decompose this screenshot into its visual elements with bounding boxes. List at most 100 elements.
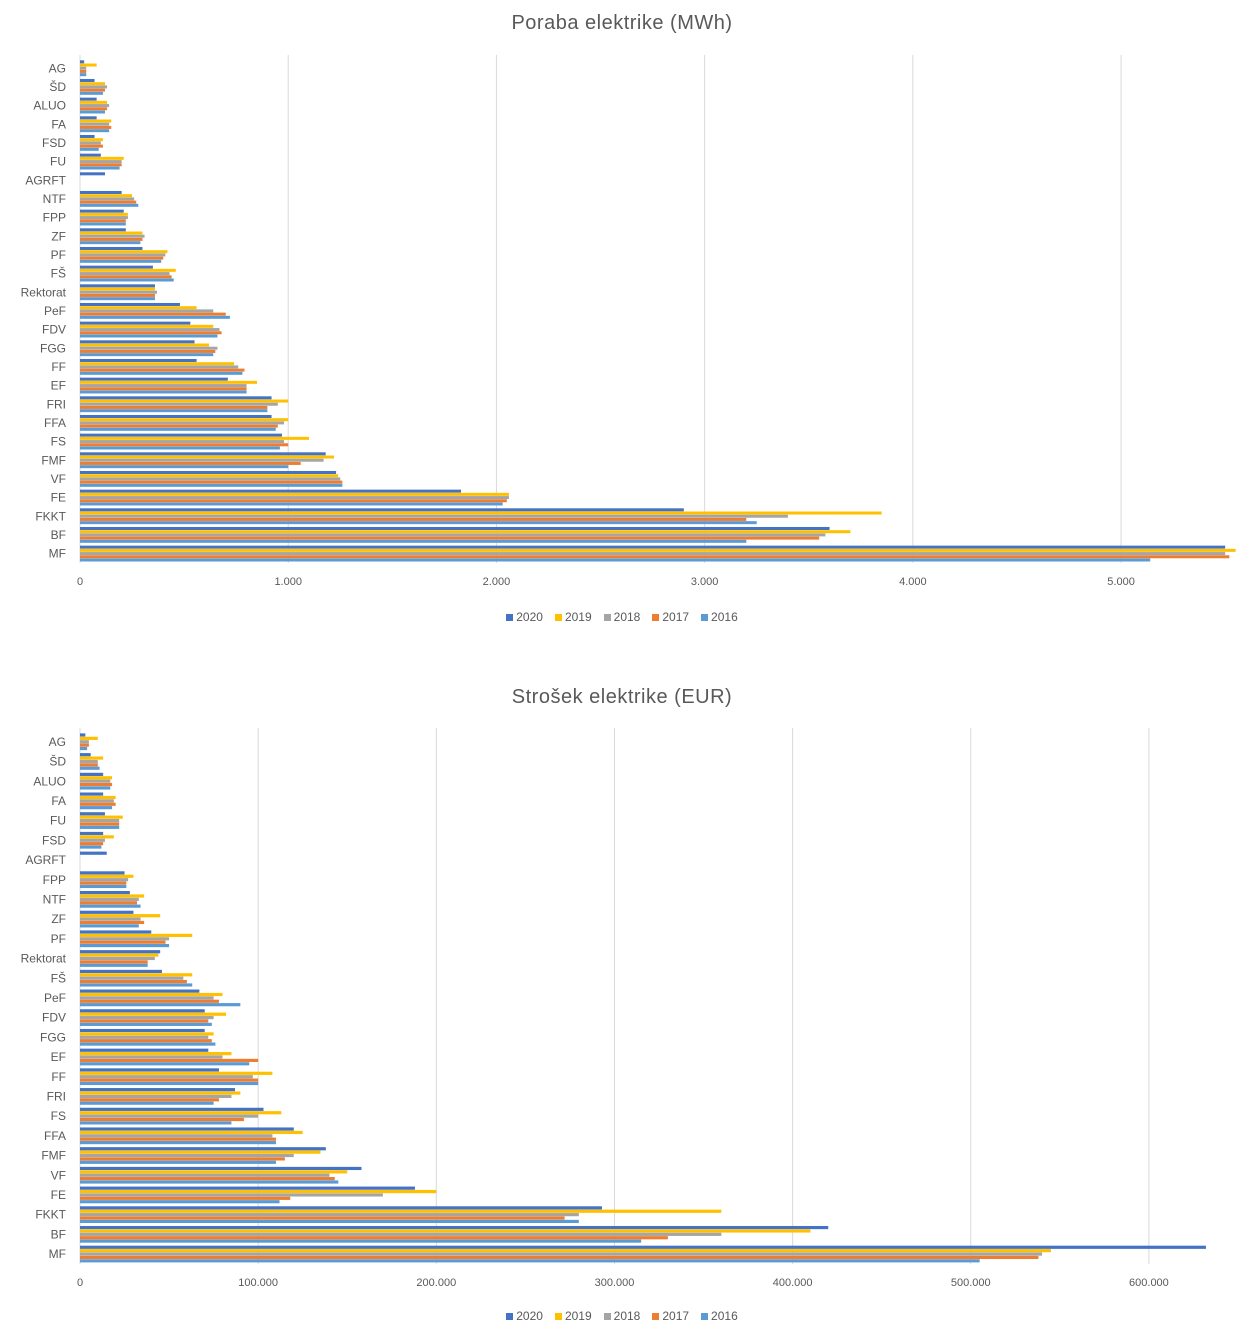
bar-2018: [80, 1173, 330, 1177]
bar-2020: [80, 891, 130, 895]
category-label: PeF: [44, 304, 66, 318]
bar-2018: [80, 759, 98, 764]
category-label: BF: [51, 528, 66, 542]
bar-2018: [80, 402, 278, 406]
bar-2019: [80, 530, 851, 534]
bar-2019: [80, 1189, 437, 1194]
bar-2016: [80, 315, 230, 319]
bar-2020: [80, 792, 104, 796]
bar-2018: [80, 440, 285, 444]
bar-2019: [80, 156, 124, 160]
bar-2020: [80, 969, 162, 974]
bar-2018: [80, 384, 247, 388]
cost-chart-plot: 0 100.000 200.000 300.000 400.000 500.000 600.…: [21, 728, 1206, 1289]
bar-2016: [80, 806, 113, 810]
category-label: FS: [51, 1109, 66, 1123]
bar-2016: [80, 371, 243, 375]
bar-2016: [80, 1180, 339, 1184]
bar-2020: [80, 246, 143, 250]
legend-item-2019: 2019: [554, 610, 592, 624]
bar-2017: [80, 275, 172, 279]
bar-2019: [80, 1032, 214, 1036]
bar-2020: [80, 433, 282, 437]
bar-2016: [80, 1003, 241, 1007]
category-label: FE: [51, 1188, 66, 1202]
bar-2018: [80, 365, 239, 369]
bar-2017: [80, 499, 507, 503]
bar-2020: [80, 489, 462, 493]
category-label: NTF: [43, 892, 66, 906]
bar-2019: [80, 380, 257, 384]
bar-2017: [80, 1098, 219, 1102]
bar-2020: [80, 1245, 1206, 1249]
bar-2016: [80, 353, 214, 357]
bar-2016: [80, 241, 141, 245]
legend-label: 2016: [711, 610, 738, 624]
bar-2020: [80, 470, 337, 474]
bar-2017: [80, 1177, 335, 1181]
bar-2016: [80, 884, 127, 889]
bar-2020: [80, 1048, 209, 1052]
bar-2016: [80, 222, 126, 226]
x-tick-label: 300.000: [595, 1277, 635, 1289]
bar-2020: [80, 302, 180, 306]
category-label: FFA: [44, 1129, 66, 1143]
bar-2016: [80, 1219, 579, 1224]
bar-2020: [80, 377, 228, 381]
bar-2020: [80, 1009, 205, 1013]
category-label: VF: [51, 472, 66, 486]
bar-2019: [80, 212, 128, 216]
bar-2020: [80, 753, 91, 757]
legend-swatch: [701, 613, 709, 621]
category-label: AGRFT: [25, 853, 66, 867]
bar-2020: [80, 134, 95, 138]
bar-2019: [80, 548, 1236, 552]
bar-2019: [80, 776, 113, 780]
bar-2017: [80, 107, 108, 111]
category-label: FU: [50, 155, 66, 169]
bar-2018: [80, 937, 170, 941]
bar-2017: [80, 293, 155, 297]
bar-2020: [80, 1107, 264, 1111]
bar-2019: [80, 1091, 241, 1095]
category-label: AG: [49, 61, 66, 75]
bar-2016: [80, 1160, 276, 1164]
bar-2018: [80, 104, 110, 108]
bar-2019: [80, 874, 134, 878]
bar-2016: [80, 334, 218, 338]
bar-2018: [80, 496, 509, 500]
legend-label: 2020: [516, 610, 543, 624]
legend-swatch: [506, 613, 514, 621]
bar-2018: [80, 234, 145, 238]
bar-2019: [80, 933, 193, 937]
bar-2016: [80, 1062, 250, 1066]
bar-2017: [80, 517, 747, 521]
bar-2019: [80, 1170, 348, 1174]
bar-2017: [80, 144, 103, 148]
bar-2019: [80, 736, 98, 740]
bar-2019: [80, 455, 335, 459]
bar-2019: [80, 492, 509, 496]
category-label: FKKT: [35, 509, 66, 523]
bar-2017: [80, 802, 116, 806]
bar-2019: [80, 306, 197, 310]
bar-2020: [80, 396, 272, 400]
bar-2016: [80, 259, 162, 263]
bar-2019: [80, 815, 123, 819]
bar-2019: [80, 324, 214, 328]
bar-2016: [80, 904, 141, 908]
category-label: ALUO: [33, 99, 66, 113]
legend-label: 2019: [564, 610, 592, 624]
bar-2019: [80, 287, 155, 291]
category-label: FRI: [47, 1090, 66, 1104]
category-label: FF: [51, 1070, 66, 1084]
bar-2019: [80, 1111, 282, 1115]
bar-2020: [80, 733, 86, 737]
category-label: FE: [51, 491, 66, 505]
chart-title: Strošek elektrike (EUR): [511, 686, 733, 708]
bar-2018: [80, 122, 110, 126]
bar-2016: [80, 297, 155, 301]
bar-2020: [80, 414, 272, 418]
bar-2018: [80, 740, 89, 744]
bar-2020: [80, 1147, 326, 1151]
